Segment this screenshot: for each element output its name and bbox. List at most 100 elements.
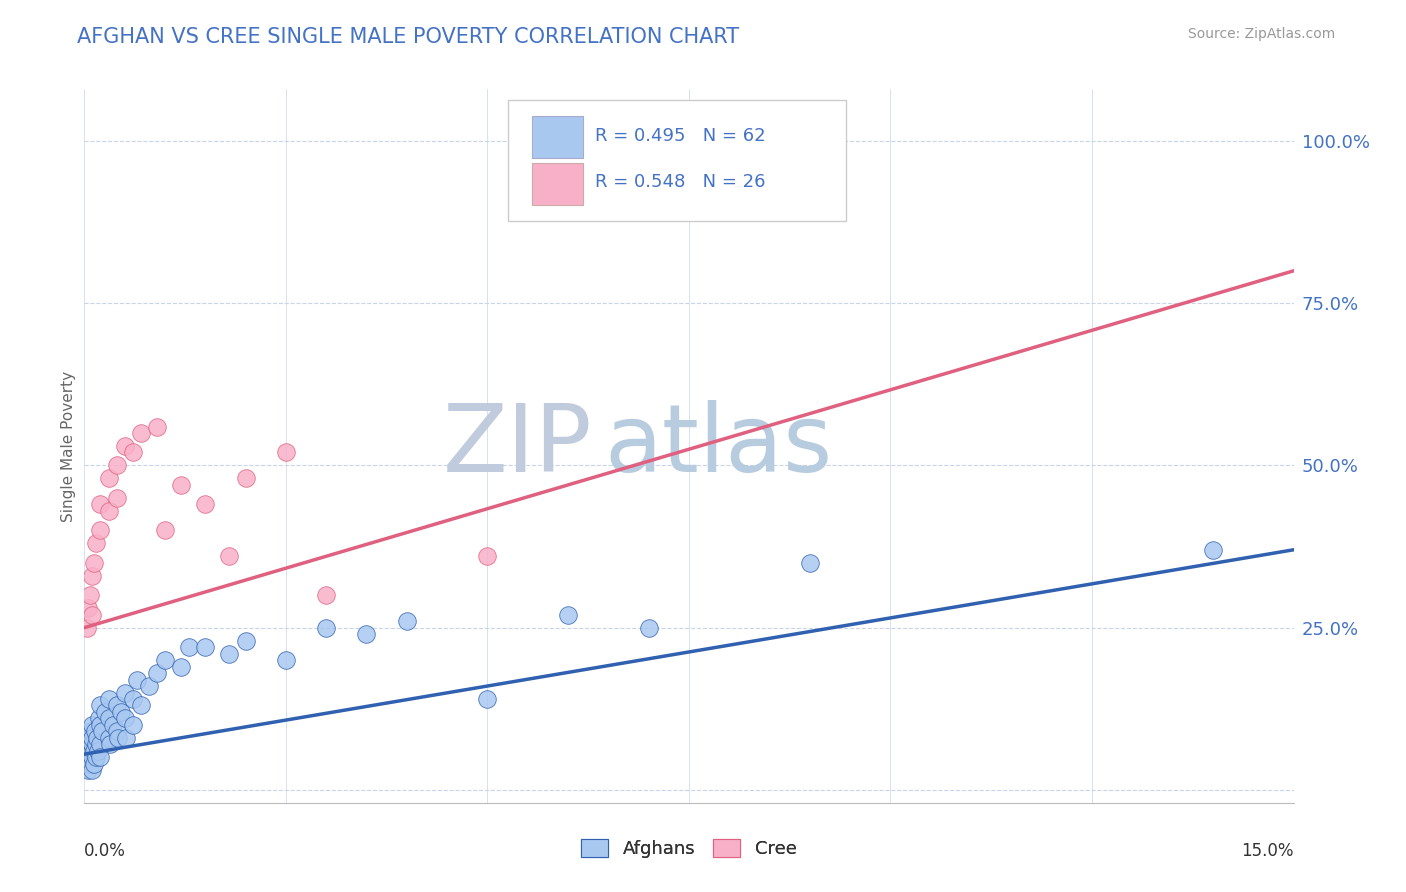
Point xyxy=(194,497,217,511)
Point xyxy=(315,621,337,635)
Point xyxy=(98,738,121,752)
Point xyxy=(82,718,104,732)
Point xyxy=(87,711,110,725)
Point xyxy=(105,458,128,473)
Point xyxy=(395,614,418,628)
Point xyxy=(86,536,108,550)
Point xyxy=(235,471,257,485)
Point xyxy=(97,692,120,706)
Point xyxy=(274,653,297,667)
Y-axis label: Single Male Poverty: Single Male Poverty xyxy=(60,370,76,522)
Point xyxy=(799,556,821,570)
Point xyxy=(89,497,111,511)
Point xyxy=(97,731,120,745)
Point xyxy=(93,705,115,719)
Point xyxy=(114,439,136,453)
Point xyxy=(637,621,659,635)
Point xyxy=(97,471,120,485)
Point xyxy=(121,445,143,459)
Point xyxy=(218,549,240,564)
Text: R = 0.548   N = 26: R = 0.548 N = 26 xyxy=(595,173,765,191)
Point xyxy=(84,738,107,752)
Point xyxy=(235,633,257,648)
Text: Source: ZipAtlas.com: Source: ZipAtlas.com xyxy=(1188,27,1336,41)
Text: AFGHAN VS CREE SINGLE MALE POVERTY CORRELATION CHART: AFGHAN VS CREE SINGLE MALE POVERTY CORRE… xyxy=(77,27,740,46)
Point xyxy=(97,711,120,725)
Point xyxy=(315,588,337,602)
Point xyxy=(114,685,136,699)
Point xyxy=(77,601,100,615)
Point xyxy=(1202,542,1225,557)
Point xyxy=(107,731,129,745)
Legend: Afghans, Cree: Afghans, Cree xyxy=(574,831,804,865)
Point xyxy=(129,698,152,713)
Point xyxy=(76,756,98,771)
Point xyxy=(86,750,108,764)
Point xyxy=(77,731,100,745)
Point xyxy=(170,659,193,673)
Point xyxy=(77,738,100,752)
Point xyxy=(138,679,160,693)
Point xyxy=(83,724,105,739)
Point xyxy=(79,588,101,602)
Point xyxy=(82,607,104,622)
Point xyxy=(194,640,217,654)
Point xyxy=(146,666,169,681)
Point xyxy=(79,750,101,764)
FancyBboxPatch shape xyxy=(508,100,846,221)
Point xyxy=(89,698,111,713)
Text: ZIP: ZIP xyxy=(443,400,592,492)
Point xyxy=(87,744,110,758)
Point xyxy=(146,419,169,434)
Point xyxy=(77,764,100,778)
Point xyxy=(76,621,98,635)
Point xyxy=(82,764,104,778)
Point xyxy=(75,744,97,758)
Point xyxy=(110,705,132,719)
FancyBboxPatch shape xyxy=(531,162,582,205)
Point xyxy=(83,744,105,758)
Point xyxy=(105,724,128,739)
Point xyxy=(97,504,120,518)
Point xyxy=(153,524,176,538)
Point xyxy=(153,653,176,667)
Point xyxy=(557,607,579,622)
Point xyxy=(82,731,104,745)
Point xyxy=(76,750,98,764)
Point xyxy=(105,491,128,505)
Point xyxy=(274,445,297,459)
Text: R = 0.495   N = 62: R = 0.495 N = 62 xyxy=(595,127,765,145)
Point xyxy=(82,568,104,582)
Point xyxy=(80,724,103,739)
Point xyxy=(129,425,152,440)
Point xyxy=(105,698,128,713)
Point xyxy=(218,647,240,661)
Point xyxy=(89,524,111,538)
Point xyxy=(80,756,103,771)
Point xyxy=(80,744,103,758)
Point xyxy=(121,692,143,706)
Point xyxy=(125,673,148,687)
Point xyxy=(82,750,104,764)
Text: atlas: atlas xyxy=(605,400,832,492)
Point xyxy=(83,556,105,570)
Point xyxy=(477,549,499,564)
Point xyxy=(115,731,138,745)
Point xyxy=(91,724,114,739)
Point xyxy=(516,134,538,148)
Point xyxy=(121,718,143,732)
Point xyxy=(179,640,201,654)
Point xyxy=(356,627,378,641)
Point xyxy=(89,718,111,732)
Point xyxy=(86,731,108,745)
Point xyxy=(477,692,499,706)
Point xyxy=(82,738,104,752)
Point xyxy=(83,756,105,771)
Point xyxy=(89,738,111,752)
Point xyxy=(89,750,111,764)
Point xyxy=(170,478,193,492)
Text: 0.0%: 0.0% xyxy=(84,842,127,860)
Point xyxy=(114,711,136,725)
Point xyxy=(101,718,124,732)
FancyBboxPatch shape xyxy=(531,116,582,159)
